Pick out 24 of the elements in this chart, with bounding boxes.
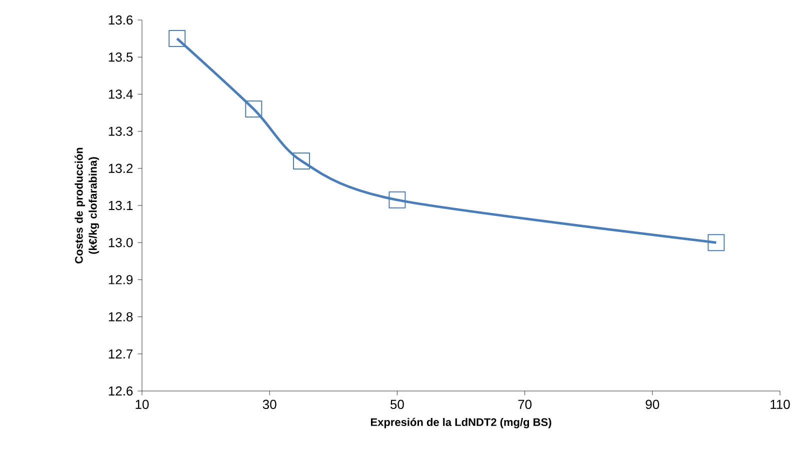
point — [293, 152, 310, 170]
x-tick-label: 110 — [770, 400, 790, 409]
x-axis-title: Expresión de la LdNDT2 (mg/g BS) — [370, 418, 552, 428]
y-tick-label: 13.6 — [108, 15, 133, 25]
y-tick-label: 12.9 — [108, 275, 133, 284]
x-tick-label: 70 — [518, 400, 532, 409]
y-tick-label: 12.7 — [108, 349, 133, 358]
y-tick-label: 13.3 — [108, 126, 133, 136]
point — [245, 100, 262, 118]
y-tick-label: 13.2 — [108, 164, 133, 173]
point — [168, 30, 186, 48]
y-tick-label: 13.1 — [108, 200, 133, 210]
y-tick-label: 12.8 — [108, 312, 133, 322]
y-tick-label: 12.6 — [108, 386, 133, 396]
point — [388, 191, 406, 208]
y-axis-title: Costes de producción (k€/kg clofarabina) — [74, 148, 100, 264]
y-tick-label: 13.4 — [108, 90, 133, 99]
x-tick-label: 90 — [646, 400, 660, 409]
y-tick-label: 13.5 — [108, 52, 133, 62]
x-tick-label: 30 — [262, 400, 276, 409]
y-tick-label: 13.0 — [108, 238, 133, 248]
x-tick-label: 50 — [390, 400, 404, 409]
x-tick-label: 10 — [136, 400, 149, 409]
point — [708, 234, 725, 252]
